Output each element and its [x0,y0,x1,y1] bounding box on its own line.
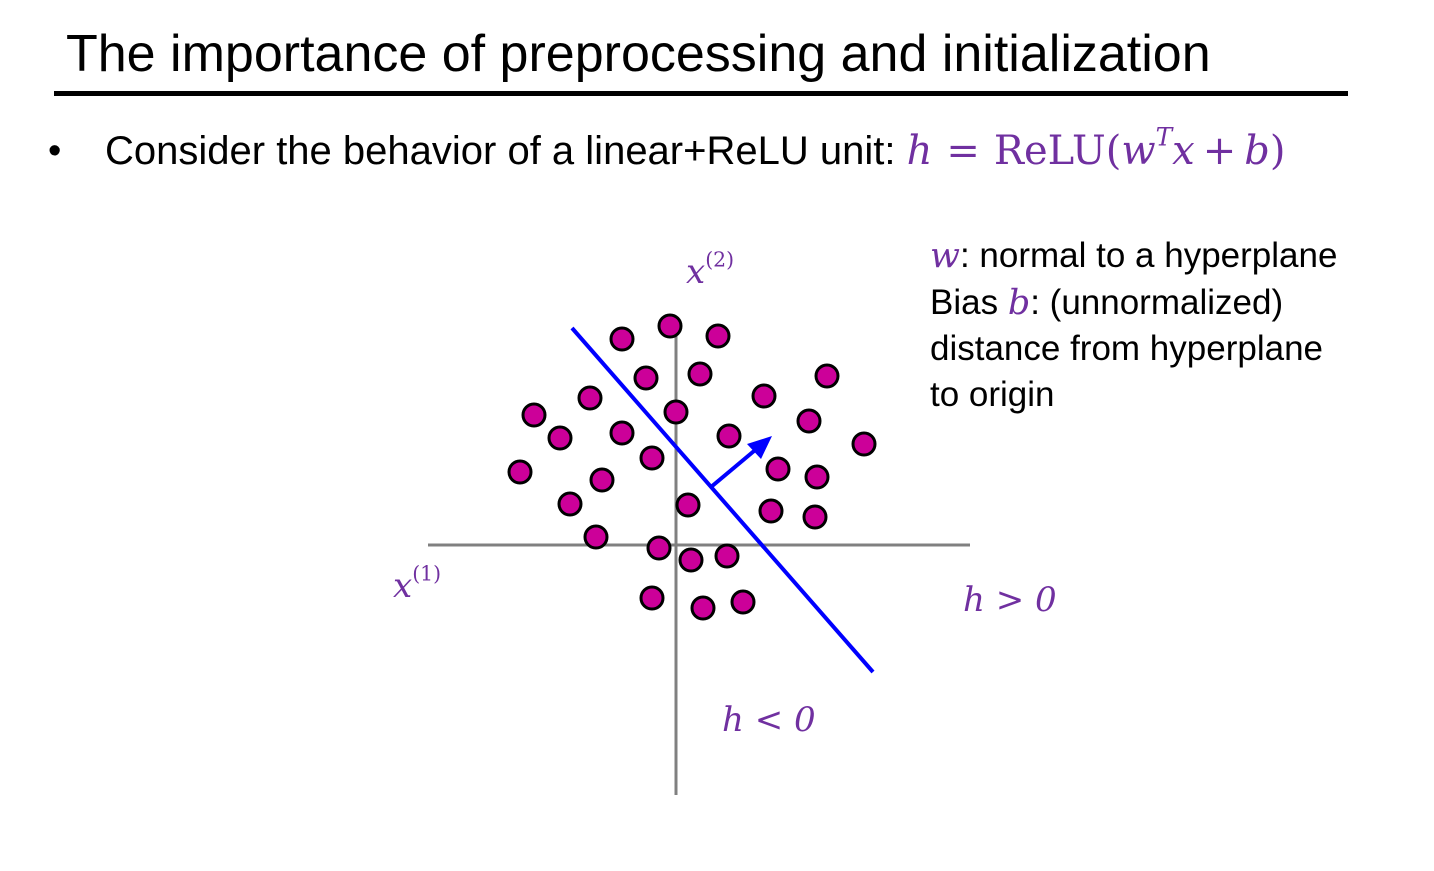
data-points [507,313,877,621]
data-point [804,464,830,490]
data-point [589,467,615,493]
formula-b: b [1244,128,1270,174]
title-underline [54,91,1348,96]
data-point [765,456,791,482]
data-point [521,402,547,428]
data-point [851,431,877,457]
data-point [716,423,742,449]
formula-transpose: T [1155,122,1173,152]
note-w-var: w [930,236,960,276]
hyperplane-note: w: normal to a hyperplane Bias b: (unnor… [930,233,1337,417]
bullet-text: Consider the behavior of a linear+ReLU u… [105,129,907,173]
x2-axis-label: x(2) [686,247,735,292]
bullet-marker: • [48,130,62,172]
data-point [690,595,716,621]
data-point [687,361,713,387]
bullet-line: Consider the behavior of a linear+ReLU u… [105,125,1286,176]
formula-h: h [906,128,933,174]
data-point [577,385,603,411]
data-point [802,504,828,530]
x1-axis-label: x(1) [393,561,442,606]
data-point [609,326,635,352]
data-point [678,547,704,573]
formula-w: w [1121,128,1156,174]
formula-relu: ReLU( [993,128,1122,174]
note-b-var: b [1007,282,1031,323]
formula-x: x [1172,128,1195,174]
data-point [657,313,683,339]
relu-formula: h = ReLU(wTx + b) [906,125,1286,174]
data-point [751,383,777,409]
slide-title: The importance of preprocessing and init… [66,25,1211,83]
data-point [758,498,784,524]
data-point [633,365,659,391]
normal-vector-shaft [709,444,762,489]
formula-close-paren: ) [1269,128,1286,174]
h-negative-label: h < 0 [722,700,816,740]
data-point [814,363,840,389]
data-point [663,399,689,425]
note-line-1: w: normal to a hyperplane [930,236,1338,276]
formula-equals: = [946,128,980,174]
hyperplane-line [570,326,875,674]
data-point [646,535,672,561]
note-line-3: distance from hyperplane [930,329,1323,368]
data-point [547,425,573,451]
formula-plus: + [1202,128,1237,174]
data-point [639,585,665,611]
data-point [557,491,583,517]
note-line-4: to origin [930,374,1055,414]
data-point [675,492,701,518]
data-point [714,543,740,569]
data-point [583,524,609,550]
data-point [639,445,665,471]
data-point [796,408,822,434]
note-line-2: Bias b: (unnormalized) [930,282,1284,323]
normal-vector-arrowhead [747,436,772,459]
data-point [609,420,635,446]
data-point [730,589,756,615]
h-positive-label: h > 0 [963,580,1057,620]
data-point [705,323,731,349]
data-point [507,459,533,485]
